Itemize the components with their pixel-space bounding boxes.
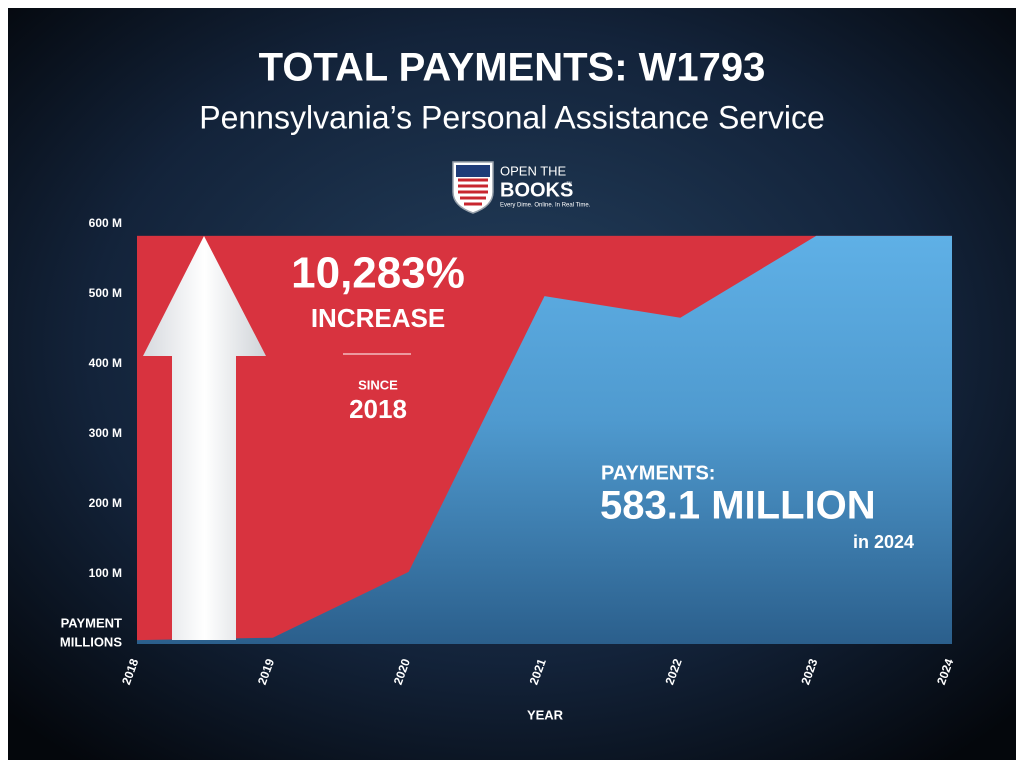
y-axis-label: MILLIONS	[60, 634, 122, 649]
y-tick-label: 500 M	[89, 286, 122, 300]
y-tick-label: 200 M	[89, 496, 122, 510]
logo-field	[456, 165, 490, 177]
plot	[137, 235, 952, 644]
x-axis-label: YEAR	[527, 707, 564, 722]
y-tick-label: 100 M	[89, 566, 122, 580]
logo-text: OPEN THE	[500, 163, 567, 178]
y-tick-label: 400 M	[89, 356, 122, 370]
chart-title: TOTAL PAYMENTS: W1793	[259, 46, 766, 90]
arrow	[143, 236, 266, 640]
logo: OPEN THE BOOKS ™ Every Dime. Online. In …	[452, 161, 591, 214]
annotation: SINCE	[358, 377, 398, 392]
area	[137, 235, 952, 644]
y-tick-label: 600 M	[89, 216, 122, 230]
logo-tagline: Every Dime. Online. In Real Time.	[500, 203, 591, 209]
logo-mark: ™	[566, 181, 572, 188]
logo-stripes	[458, 178, 488, 206]
y-axis-label: PAYMENT	[61, 615, 122, 630]
annotation: PAYMENTS:	[601, 462, 715, 484]
y-tick-label: 300 M	[89, 426, 122, 440]
annotation: INCREASE	[311, 303, 445, 333]
logo-text: BOOKS	[500, 179, 573, 201]
chart-subtitle: Pennsylvania’s Personal Assistance Servi…	[199, 99, 825, 135]
annotation: 583.1 MILLION	[600, 484, 876, 528]
annotation: 10,283%	[291, 249, 465, 298]
annotation: in 2024	[853, 532, 914, 552]
annotation: 2018	[349, 394, 407, 424]
